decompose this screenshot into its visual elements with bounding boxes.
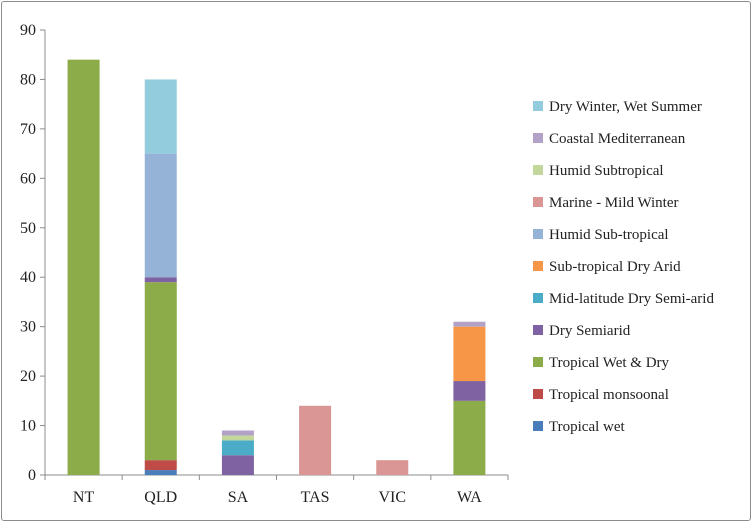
bar-segment xyxy=(221,430,254,436)
bar-segment xyxy=(144,153,177,278)
x-tick-label: QLD xyxy=(144,489,177,506)
legend-swatch xyxy=(533,261,543,271)
legend-label: Marine - Mild Winter xyxy=(549,195,679,211)
legend-swatch xyxy=(533,197,543,207)
y-axis: 0 10 20 30 40 50 60 70 80 90 xyxy=(20,22,46,484)
legend-label: Coastal Mediterranean xyxy=(549,131,686,147)
legend-swatch xyxy=(533,421,543,431)
legend-label: Sub-tropical Dry Arid xyxy=(549,259,681,275)
bar-segment xyxy=(221,455,254,475)
legend-swatch xyxy=(533,133,543,143)
bar-segment xyxy=(144,79,177,154)
bar-segment xyxy=(67,59,100,476)
bar-segment xyxy=(144,277,177,283)
x-tick-label: SA xyxy=(228,489,249,506)
legend-label: Mid-latitude Dry Semi-arid xyxy=(549,291,714,307)
x-axis: NT QLD SA TAS VIC WA xyxy=(44,474,509,506)
legend-label: Dry Winter, Wet Summer xyxy=(549,99,702,115)
bar-segment xyxy=(376,460,409,475)
bar-segment xyxy=(144,460,177,471)
legend-swatch xyxy=(533,389,543,399)
bar-segment xyxy=(221,435,254,441)
bar-segment xyxy=(221,440,254,456)
legend-swatch xyxy=(533,165,543,175)
x-tick-label: WA xyxy=(457,489,482,506)
legend-swatch xyxy=(533,357,543,367)
bar-segment xyxy=(144,470,177,475)
bar-segment xyxy=(144,282,177,461)
y-tick-label: 50 xyxy=(20,220,36,237)
bar-segment xyxy=(453,321,486,327)
legend-label: Humid Subtropical xyxy=(549,163,664,179)
y-tick-label: 0 xyxy=(28,467,36,484)
bar-segment xyxy=(299,405,332,475)
legend-label: Humid Sub-tropical xyxy=(549,227,669,243)
y-tick-label: 80 xyxy=(20,71,36,88)
legend-swatch xyxy=(533,101,543,111)
bar-segment xyxy=(453,326,486,382)
bars xyxy=(67,59,486,476)
y-tick-label: 40 xyxy=(20,269,36,286)
legend-swatch xyxy=(533,293,543,303)
legend-label: Dry Semiarid xyxy=(549,323,631,339)
y-tick-label: 10 xyxy=(20,418,36,435)
legend: Dry Winter, Wet Summer Coastal Mediterran… xyxy=(533,99,714,435)
y-tick-label: 30 xyxy=(20,319,36,336)
legend-label: Tropical monsoonal xyxy=(549,387,669,403)
legend-label: Tropical Wet & Dry xyxy=(549,355,670,371)
x-tick-label: VIC xyxy=(378,489,406,506)
y-tick-label: 60 xyxy=(20,170,36,187)
y-tick-label: 70 xyxy=(20,121,36,138)
y-tick-label: 90 xyxy=(20,22,36,39)
x-tick-label: TAS xyxy=(301,489,330,506)
legend-label: Tropical wet xyxy=(549,419,626,435)
bar-segment xyxy=(453,400,486,475)
y-tick-label: 20 xyxy=(20,368,36,385)
x-tick-label: NT xyxy=(73,489,95,506)
legend-swatch xyxy=(533,325,543,335)
legend-swatch xyxy=(533,229,543,239)
bar-segment xyxy=(453,381,486,401)
